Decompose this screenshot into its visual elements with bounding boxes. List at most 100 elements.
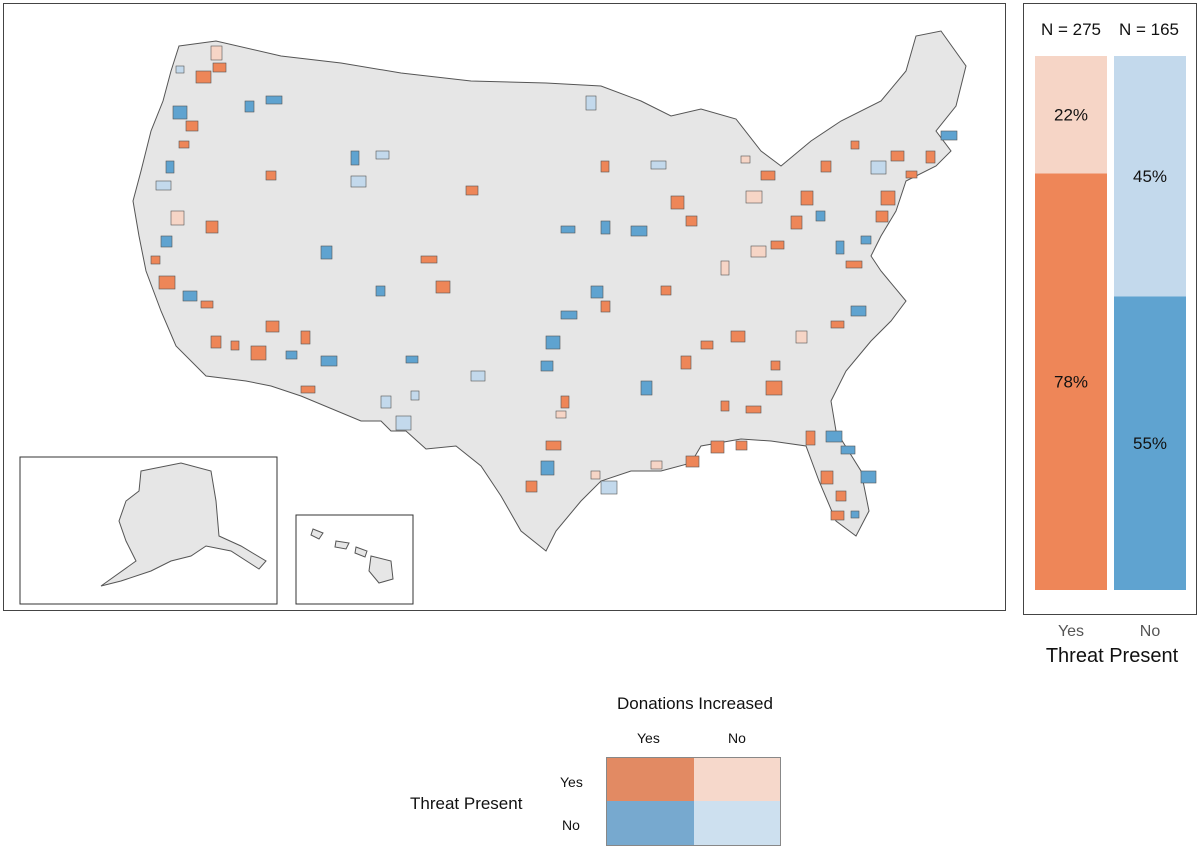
county-patch-yes-yes [820,470,834,485]
county-patch-yes-yes [835,490,847,502]
county-patch-no-yes [640,380,653,396]
county-patch-no-yes [285,350,298,360]
county-patch-no-yes [375,285,386,297]
county-patch-yes-no [740,155,751,164]
county-patch-yes-yes [820,160,832,173]
county-patch-yes-no [750,245,767,258]
county-patch-yes-yes [845,260,863,269]
county-patch-yes-yes [875,210,889,223]
x-tick-yes: Yes [1057,623,1085,640]
county-patch-yes-yes [300,385,316,394]
bar-chart-panel [1023,3,1197,615]
county-patch-no-no [585,95,597,111]
county-patch-yes-no [210,45,223,61]
county-patch-yes-yes [880,190,896,206]
county-patch-yes-yes [925,150,936,164]
county-patch-yes-yes [710,440,725,454]
county-patch-yes-yes [660,285,672,296]
county-patch-yes-yes [850,140,860,150]
county-patch-yes-yes [210,335,222,349]
legend-grid [606,757,781,846]
county-patch-yes-yes [265,320,280,333]
county-patch-no-yes [320,355,338,367]
alaska-shape [100,462,267,587]
county-patch-yes-yes [300,330,311,345]
hawaii-inset-frame [295,514,414,605]
county-patch-yes-yes [150,255,161,265]
county-patch-yes-no [650,460,663,470]
county-patch-yes-yes [905,170,918,179]
county-patch-no-yes [165,160,175,174]
county-patch-yes-yes [685,215,698,227]
county-patch-yes-yes [465,185,479,196]
county-patch-no-yes [600,220,611,235]
county-patch-yes-yes [830,510,845,521]
county-patch-no-no [350,175,367,188]
county-patch-yes-yes [770,240,785,250]
county-patch-yes-yes [195,70,212,84]
county-patch-yes-yes [800,190,814,206]
county-patch-yes-no [795,330,808,344]
county-patch-yes-yes [265,170,277,181]
x-axis-title: Threat Present [1045,645,1179,667]
county-patch-no-yes [835,240,845,255]
stacked-bar-chart: 78% 22% 55% 45% [1035,56,1186,591]
bar-segment-threat-yes-donations-yes [1035,173,1107,591]
county-patch-yes-yes [735,440,748,451]
county-patch-yes-yes [765,380,783,396]
county-patch-yes-yes [158,275,176,290]
county-patch-yes-no [720,260,730,276]
county-patch-yes-yes [200,300,214,309]
county-patch-no-yes [940,130,958,141]
bar-segment-threat-no-donations-yes [1114,296,1186,590]
us-mainland-shape [132,30,967,552]
county-patch-yes-yes [700,340,714,350]
county-patch-yes-yes [730,330,746,343]
county-patch-no-yes [630,225,648,237]
county-patch-no-yes [160,235,173,248]
county-patch-yes-no [170,210,185,226]
us-county-map [19,30,967,605]
county-patch-no-yes [860,470,877,484]
county-patch-no-yes [244,100,255,113]
x-tick-no: No [1139,623,1161,640]
legend-cell-threat-no-donations-yes [607,801,694,845]
county-patch-yes-yes [185,120,199,132]
county-patch-no-no [410,390,420,401]
county-patch-no-yes [815,210,826,222]
legend-cell-threat-yes-donations-no [694,758,780,801]
bar-label-threat-no-donations-yes: 55% [1133,434,1167,453]
county-patch-no-yes [265,95,283,105]
legend-row-yes: Yes [560,774,583,790]
county-patch-yes-yes [680,355,692,370]
county-patch-no-no [380,395,392,409]
county-patch-yes-yes [205,220,219,234]
county-patch-no-no [375,150,390,160]
legend-row-no: No [562,817,580,833]
legend-row-title: Threat Present [410,794,523,813]
n-label-yes: N = 275 [1040,20,1101,39]
county-patch-yes-yes [685,455,700,468]
bar-label-threat-yes-donations-yes: 78% [1054,373,1088,392]
county-patch-no-yes [850,305,867,317]
county-patch-no-yes [560,310,578,320]
county-patch-no-yes [182,290,198,302]
county-patch-no-yes [540,360,554,372]
county-patch-no-yes [590,285,604,299]
bar-segment-threat-yes-donations-no [1035,56,1107,174]
county-patch-yes-yes [745,405,762,414]
county-patch-no-no [870,160,887,175]
county-patch-yes-yes [670,195,685,210]
legend-cell-threat-yes-donations-yes [607,758,694,801]
county-patch-no-yes [540,460,555,476]
county-patch-yes-yes [420,255,438,264]
county-patch-no-yes [825,430,843,443]
legend-col-no: No [728,730,746,746]
county-patch-yes-yes [212,62,227,73]
alaska-inset-frame [19,456,278,605]
legend-title: Donations Increased [617,694,773,713]
county-patch-yes-yes [178,140,190,149]
legend-cell-threat-no-donations-no [694,801,780,845]
county-patch-no-yes [405,355,419,364]
n-label-no: N = 165 [1118,20,1179,39]
